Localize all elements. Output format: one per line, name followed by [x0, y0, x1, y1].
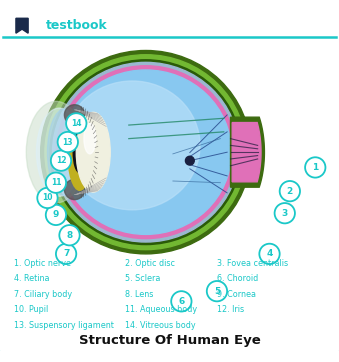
Ellipse shape: [50, 60, 241, 245]
Circle shape: [37, 188, 58, 208]
Circle shape: [171, 291, 192, 312]
Text: 11: 11: [51, 178, 61, 187]
Text: 9. Cornea: 9. Cornea: [217, 290, 256, 299]
Text: 2: 2: [287, 187, 293, 196]
Text: Structure Of Human Eye: Structure Of Human Eye: [79, 334, 260, 347]
Ellipse shape: [26, 101, 85, 203]
Ellipse shape: [47, 109, 81, 195]
Text: 3. Fovea centralis: 3. Fovea centralis: [217, 258, 288, 268]
Text: 12. Iris: 12. Iris: [217, 305, 244, 314]
Ellipse shape: [76, 112, 110, 192]
Ellipse shape: [56, 66, 236, 239]
Text: 14: 14: [71, 119, 81, 128]
Text: testbook: testbook: [46, 19, 107, 32]
Circle shape: [259, 244, 280, 264]
Circle shape: [185, 156, 194, 165]
Text: 7: 7: [63, 249, 69, 258]
Text: 10. Pupil: 10. Pupil: [14, 305, 48, 314]
Ellipse shape: [68, 114, 92, 190]
Text: 6. Choroid: 6. Choroid: [217, 274, 258, 283]
FancyBboxPatch shape: [0, 8, 339, 354]
Ellipse shape: [64, 179, 85, 200]
Text: 13: 13: [63, 138, 73, 147]
Polygon shape: [232, 123, 261, 182]
Ellipse shape: [53, 62, 239, 242]
Text: 1. Optic nerve: 1. Optic nerve: [14, 258, 71, 268]
Text: 1: 1: [312, 163, 318, 172]
Polygon shape: [231, 117, 264, 187]
Text: 8: 8: [66, 231, 73, 240]
Circle shape: [59, 225, 80, 245]
Text: 9: 9: [53, 210, 59, 219]
Text: 4. Retina: 4. Retina: [14, 274, 49, 283]
Text: 2. Optic disc: 2. Optic disc: [125, 258, 175, 268]
Text: 8. Lens: 8. Lens: [125, 290, 154, 299]
Text: 3: 3: [282, 209, 288, 218]
Circle shape: [58, 132, 78, 152]
Text: 10: 10: [42, 193, 53, 202]
Circle shape: [46, 205, 66, 225]
Text: 12: 12: [56, 156, 66, 165]
Ellipse shape: [41, 50, 251, 254]
Circle shape: [46, 173, 66, 193]
Circle shape: [66, 113, 86, 134]
Polygon shape: [16, 18, 28, 33]
Ellipse shape: [36, 108, 82, 196]
Circle shape: [51, 151, 71, 171]
Ellipse shape: [73, 132, 86, 173]
Ellipse shape: [64, 81, 200, 210]
Text: 5: 5: [214, 287, 220, 296]
Ellipse shape: [45, 55, 247, 250]
Text: 5. Sclera: 5. Sclera: [125, 274, 161, 283]
Ellipse shape: [60, 70, 232, 234]
Text: 7. Ciliary body: 7. Ciliary body: [14, 290, 72, 299]
Text: 11. Aqueous body: 11. Aqueous body: [125, 305, 198, 314]
Text: 4: 4: [266, 249, 273, 258]
Text: 14. Vitreous body: 14. Vitreous body: [125, 321, 196, 330]
Circle shape: [207, 281, 227, 301]
Text: 6: 6: [178, 297, 184, 306]
Ellipse shape: [84, 123, 96, 154]
Circle shape: [305, 157, 325, 178]
Ellipse shape: [64, 105, 85, 125]
Text: 13. Suspensory ligament: 13. Suspensory ligament: [14, 321, 114, 330]
Circle shape: [280, 181, 300, 201]
Circle shape: [275, 203, 295, 223]
Circle shape: [56, 244, 76, 264]
